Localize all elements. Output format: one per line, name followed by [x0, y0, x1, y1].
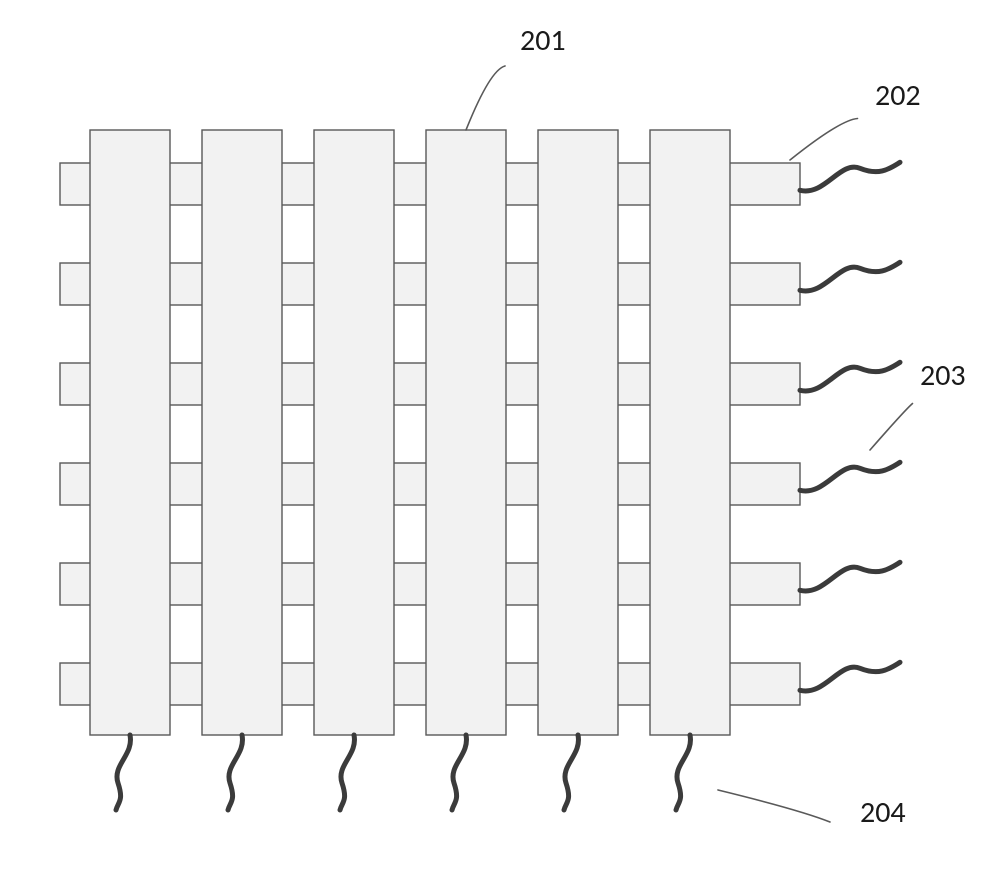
callout-label: 204 — [860, 794, 906, 831]
vertical-bars-layer — [90, 130, 730, 735]
callout-label: 202 — [875, 77, 921, 114]
vertical-bar — [650, 130, 730, 735]
column-lead-wire — [228, 735, 242, 810]
row-lead-wire — [800, 162, 900, 191]
row-lead-wire — [800, 562, 900, 591]
vertical-bar — [202, 130, 282, 735]
schematic-diagram: 201 202 203 204 — [0, 0, 1000, 869]
callout-leader — [466, 66, 505, 130]
vertical-bar — [90, 130, 170, 735]
column-lead-wire — [116, 735, 130, 810]
column-lead-wire — [452, 735, 466, 810]
row-lead-wire — [800, 462, 900, 491]
vertical-bar — [426, 130, 506, 735]
callout-leader — [870, 404, 913, 451]
callout-leader — [790, 119, 858, 161]
callout-label: 201 — [520, 22, 566, 59]
vertical-bar — [314, 130, 394, 735]
vertical-bar — [538, 130, 618, 735]
vertical-wires-layer — [116, 735, 690, 810]
column-lead-wire — [676, 735, 690, 810]
column-lead-wire — [564, 735, 578, 810]
horizontal-wires-layer — [800, 162, 900, 691]
row-lead-wire — [800, 662, 900, 691]
row-lead-wire — [800, 362, 900, 391]
row-lead-wire — [800, 262, 900, 291]
column-lead-wire — [340, 735, 354, 810]
callout-leader — [718, 790, 830, 822]
callout-label: 203 — [920, 357, 966, 394]
